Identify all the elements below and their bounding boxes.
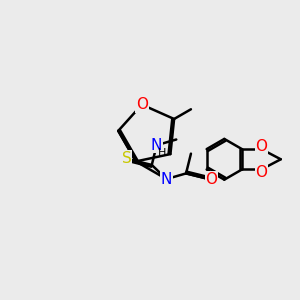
Text: O: O [255,139,267,154]
Text: S: S [122,151,131,166]
Text: N: N [161,172,172,187]
Text: O: O [136,97,148,112]
Text: O: O [255,165,267,180]
Text: N: N [151,138,162,153]
Text: O: O [205,172,217,187]
Text: H: H [158,148,166,158]
